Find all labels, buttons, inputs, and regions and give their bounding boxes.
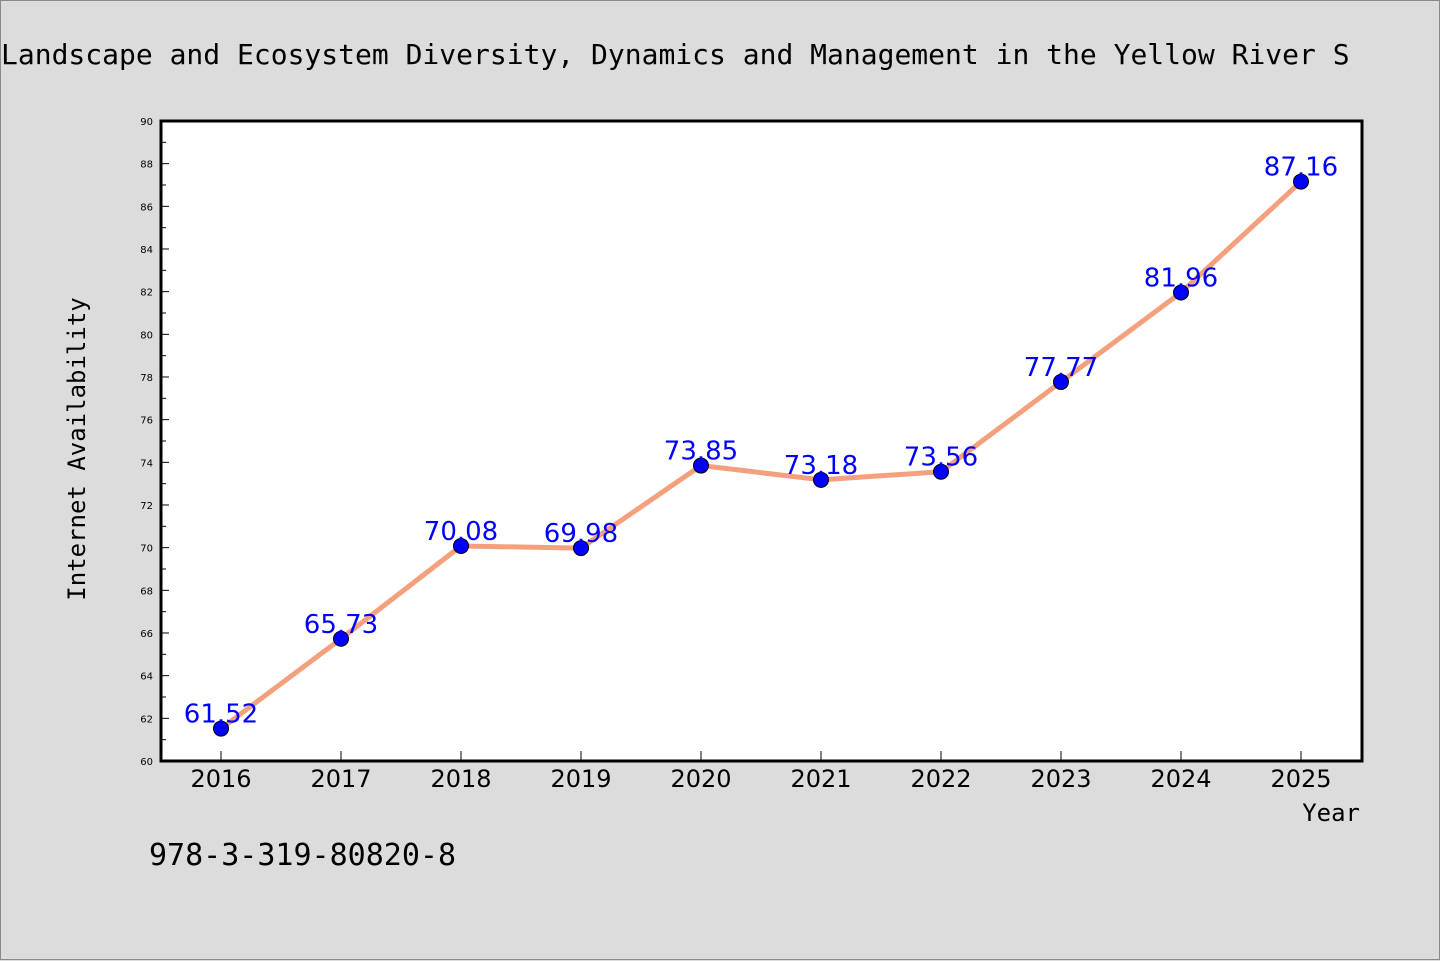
y-tick-label: 66	[140, 629, 153, 640]
x-tick-label: 2020	[670, 765, 731, 793]
data-label: 77.77	[1024, 353, 1098, 383]
y-tick-label: 80	[140, 330, 153, 341]
y-tick-label: 82	[140, 288, 153, 299]
x-tick-label: 2023	[1030, 765, 1091, 793]
data-point	[693, 457, 709, 474]
data-label: 69.98	[544, 519, 618, 549]
data-point	[333, 630, 349, 647]
data-point	[1173, 284, 1189, 301]
data-series: 61.52 65.73 70.08 69.98 73.85 73.18 73.56 77.77…	[184, 153, 1338, 737]
data-label: 73.85	[664, 437, 738, 467]
x-tick-label: 2025	[1270, 765, 1331, 793]
data-point	[1293, 173, 1309, 190]
data-label: 65.73	[304, 610, 378, 640]
data-label: 61.52	[184, 700, 258, 730]
data-point	[213, 720, 229, 737]
y-tick-label: 60	[140, 757, 153, 768]
x-axis: 2016 2017 2018 2019 2020 2021 2022 2023 2024 2025	[190, 751, 1332, 793]
data-point	[573, 540, 589, 557]
y-tick-label: 74	[140, 458, 153, 469]
x-tick-label: 2018	[430, 765, 491, 793]
x-tick-label: 2022	[910, 765, 971, 793]
plot-area	[159, 119, 1364, 763]
y-tick-label: 70	[140, 544, 153, 555]
x-tick-label: 2017	[310, 765, 371, 793]
y-tick-label: 62	[140, 714, 153, 725]
x-tick-label: 2019	[550, 765, 611, 793]
chart-title: Landscape and Ecosystem Diversity, Dynam…	[1, 38, 1350, 71]
y-tick-label: 72	[140, 501, 153, 512]
x-tick-label: 2016	[190, 765, 251, 793]
data-label: 73.56	[904, 443, 978, 473]
data-point	[453, 537, 469, 554]
series-line	[218, 179, 1304, 732]
x-tick-label: 2024	[1150, 765, 1211, 793]
y-tick-label: 64	[140, 672, 153, 683]
data-point	[813, 471, 829, 488]
data-point	[933, 463, 949, 480]
x-tick-label: 2021	[790, 765, 851, 793]
y-tick-label: 76	[140, 416, 153, 427]
y-tick-label: 86	[140, 202, 153, 213]
y-axis: 60 62 64 66 68 70 72 74 76 78 80 82 84 86 88 90	[140, 117, 169, 768]
isbn-footer: 978-3-319-80820-8	[149, 838, 456, 873]
data-label: 87.16	[1264, 153, 1338, 183]
data-label: 81.96	[1144, 264, 1218, 294]
data-label: 73.18	[784, 451, 858, 481]
data-point	[1053, 373, 1069, 390]
y-tick-label: 84	[140, 245, 153, 256]
y-axis-title: Internet Availability	[63, 297, 91, 600]
y-tick-label: 90	[140, 117, 153, 128]
y-tick-label: 78	[140, 373, 153, 384]
y-tick-label: 88	[140, 160, 153, 171]
y-tick-label: 68	[140, 586, 153, 597]
x-axis-title: Year	[1302, 799, 1360, 827]
data-label: 70.08	[424, 517, 498, 547]
